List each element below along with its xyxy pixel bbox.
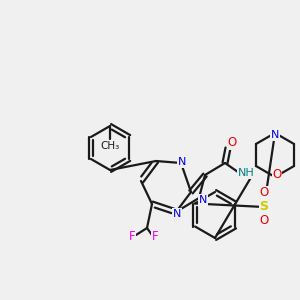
Text: F: F xyxy=(129,230,135,242)
Text: N: N xyxy=(173,209,181,219)
Text: O: O xyxy=(260,187,268,200)
Text: N: N xyxy=(271,130,279,140)
Text: O: O xyxy=(260,214,268,227)
Text: S: S xyxy=(260,200,268,214)
Text: O: O xyxy=(272,169,282,182)
Text: N: N xyxy=(178,157,186,167)
Text: NH: NH xyxy=(238,168,254,178)
Text: N: N xyxy=(199,195,207,205)
Text: CH₃: CH₃ xyxy=(100,141,120,151)
Text: O: O xyxy=(227,136,237,149)
Text: F: F xyxy=(152,230,158,242)
